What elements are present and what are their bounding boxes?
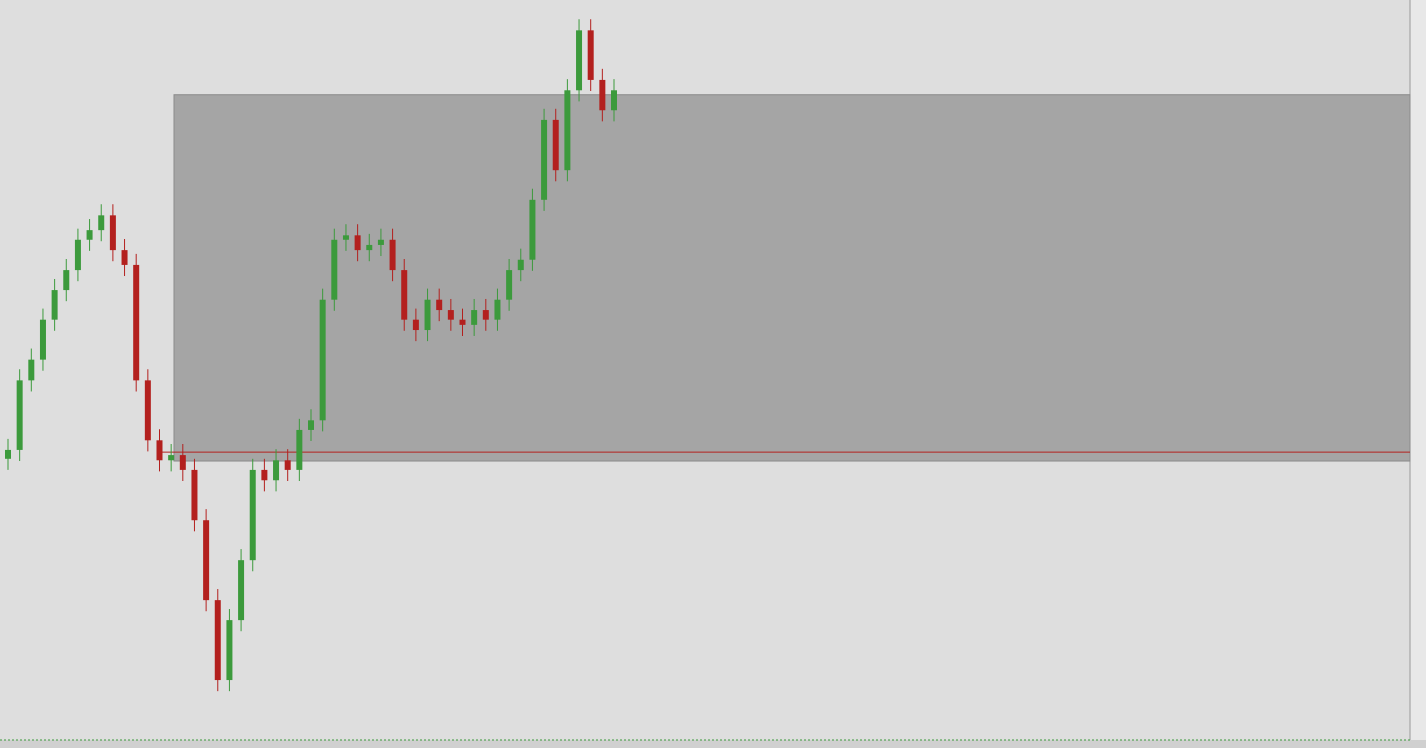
candle-body	[482, 310, 489, 320]
candle-body	[296, 429, 303, 470]
candle-body	[133, 264, 140, 381]
candle-body	[238, 560, 245, 621]
price-axis-strip	[1410, 0, 1426, 748]
candle-body	[576, 30, 583, 91]
candle-body	[63, 270, 70, 291]
candle-body	[436, 299, 443, 311]
candle-body	[39, 319, 46, 360]
candle-body	[5, 449, 11, 459]
time-axis-strip	[0, 740, 1426, 748]
candle-body	[494, 299, 501, 320]
candle-body	[331, 239, 338, 300]
candle-body	[203, 520, 210, 601]
candle-body	[168, 455, 175, 461]
candle-body	[377, 239, 384, 245]
candle-body	[121, 250, 128, 265]
candle-body	[319, 299, 326, 421]
candle-body	[74, 239, 81, 271]
candle-body	[273, 460, 280, 481]
candle-body	[366, 244, 373, 251]
zone	[173, 94, 1411, 462]
candle-body	[109, 215, 116, 251]
candle-body	[342, 235, 349, 240]
candle-body	[261, 469, 268, 481]
candle-body	[28, 359, 35, 381]
candle-body	[401, 270, 408, 320]
candle-body	[447, 310, 454, 320]
candle-body	[599, 79, 606, 111]
candle-body	[552, 119, 559, 171]
candle-body	[412, 319, 419, 331]
candle-body	[389, 239, 396, 271]
candle-body	[86, 230, 93, 240]
candle-body	[471, 310, 478, 325]
candle-body	[249, 469, 256, 561]
candle-body	[214, 600, 221, 681]
candle-body	[459, 319, 466, 325]
candle-body	[541, 119, 548, 200]
candle-body	[529, 199, 536, 260]
candle-body	[16, 380, 23, 450]
candle-body	[517, 259, 524, 271]
candle-body	[354, 235, 361, 251]
candle-body	[51, 290, 58, 320]
candle-body	[179, 455, 186, 470]
candle-body	[156, 440, 163, 461]
candle-body	[226, 620, 233, 681]
candle-body	[587, 30, 594, 80]
candle-body	[308, 420, 314, 430]
candle-body	[506, 270, 513, 300]
candle-body	[144, 380, 151, 441]
candle-body	[564, 90, 571, 171]
candle-body	[98, 215, 105, 231]
candle-body	[284, 460, 291, 470]
candle-body	[191, 469, 198, 521]
candle-body	[611, 90, 617, 111]
candle-body	[424, 299, 431, 331]
